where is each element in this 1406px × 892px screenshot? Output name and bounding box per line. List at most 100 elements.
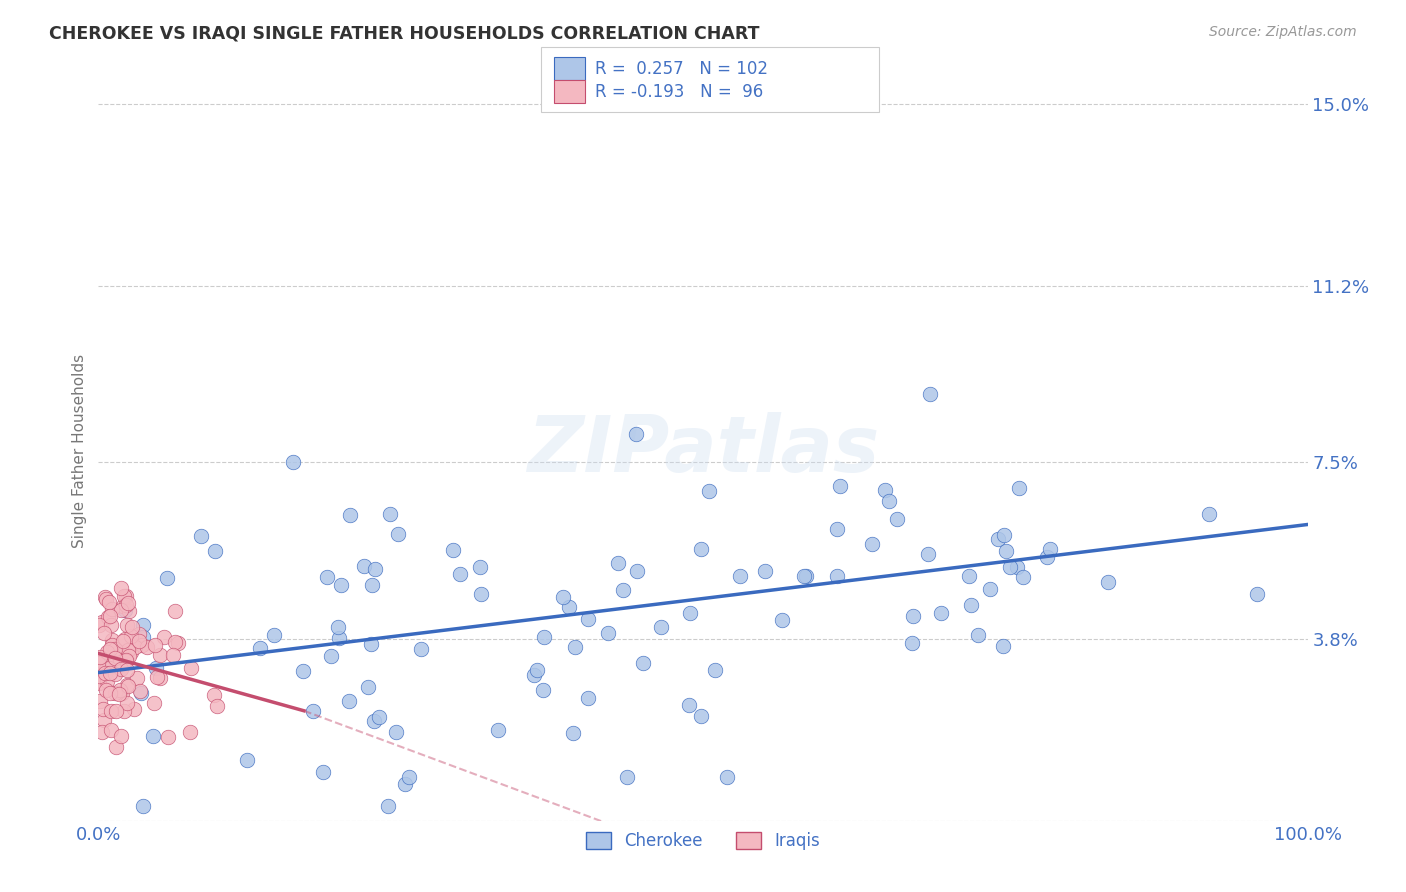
- Point: [1039, 542, 1062, 557]
- Point: [98, 666, 121, 681]
- Point: [136, 640, 159, 655]
- Point: [89, 653, 111, 667]
- Point: [360, 578, 382, 592]
- Point: [967, 627, 990, 641]
- Point: [995, 544, 1018, 558]
- Point: [523, 668, 546, 682]
- Point: [190, 529, 212, 543]
- Point: [357, 681, 380, 695]
- Point: [114, 603, 136, 617]
- Point: [443, 543, 465, 558]
- Point: [100, 723, 122, 738]
- Point: [283, 455, 305, 469]
- Point: [156, 571, 179, 585]
- Point: [624, 427, 647, 442]
- Point: [115, 696, 138, 710]
- Point: [697, 483, 720, 498]
- Point: [104, 642, 127, 657]
- Point: [89, 694, 111, 708]
- Point: [877, 494, 900, 508]
- Point: [110, 662, 132, 676]
- Point: [979, 582, 1001, 596]
- Point: [115, 618, 138, 632]
- Point: [128, 684, 150, 698]
- Point: [143, 638, 166, 652]
- Point: [1036, 550, 1059, 565]
- Point: [1008, 481, 1031, 495]
- Point: [117, 596, 139, 610]
- Point: [754, 564, 776, 578]
- Point: [557, 600, 579, 615]
- Point: [93, 665, 115, 680]
- Point: [117, 604, 139, 618]
- Point: [89, 617, 111, 632]
- Point: [380, 507, 402, 521]
- Point: [960, 599, 983, 613]
- Point: [449, 567, 471, 582]
- Point: [596, 626, 619, 640]
- Point: [1198, 507, 1220, 521]
- Point: [97, 609, 120, 624]
- Point: [112, 704, 135, 718]
- Text: R = -0.193   N =  96: R = -0.193 N = 96: [595, 83, 763, 101]
- Point: [328, 632, 350, 646]
- Point: [179, 725, 201, 739]
- Point: [101, 602, 124, 616]
- Point: [149, 671, 172, 685]
- Point: [860, 537, 883, 551]
- Point: [96, 674, 118, 689]
- Point: [470, 587, 492, 601]
- Point: [166, 636, 188, 650]
- Point: [360, 637, 382, 651]
- Point: [900, 636, 922, 650]
- Point: [90, 656, 112, 670]
- Point: [633, 656, 655, 670]
- Point: [120, 645, 142, 659]
- Point: [353, 558, 375, 573]
- Point: [98, 609, 121, 624]
- Point: [94, 662, 117, 676]
- Point: [607, 557, 630, 571]
- Point: [368, 709, 391, 723]
- Point: [129, 686, 152, 700]
- Point: [132, 799, 155, 814]
- Point: [89, 675, 111, 690]
- Point: [110, 581, 132, 595]
- Point: [93, 626, 115, 640]
- Point: [165, 635, 187, 649]
- Point: [100, 638, 122, 652]
- Text: Source: ZipAtlas.com: Source: ZipAtlas.com: [1209, 25, 1357, 39]
- Point: [827, 569, 849, 583]
- Point: [394, 777, 416, 791]
- Point: [387, 527, 409, 541]
- Point: [114, 632, 136, 646]
- Point: [117, 643, 139, 657]
- Point: [364, 562, 387, 576]
- Point: [89, 675, 111, 690]
- Point: [124, 701, 146, 715]
- Point: [339, 508, 361, 523]
- Point: [115, 589, 138, 603]
- Point: [117, 649, 139, 664]
- Point: [112, 599, 135, 613]
- Point: [626, 564, 648, 578]
- Point: [918, 386, 941, 401]
- Point: [616, 770, 638, 784]
- Point: [91, 702, 114, 716]
- Point: [1246, 587, 1268, 601]
- Point: [94, 590, 117, 604]
- Point: [100, 617, 122, 632]
- Point: [117, 679, 139, 693]
- Point: [115, 663, 138, 677]
- Point: [235, 753, 257, 767]
- Point: [90, 725, 112, 739]
- Point: [120, 629, 142, 643]
- Point: [110, 647, 132, 661]
- Point: [1011, 569, 1033, 583]
- Point: [110, 682, 132, 697]
- Point: [110, 603, 132, 617]
- Point: [202, 688, 225, 702]
- Text: CHEROKEE VS IRAQI SINGLE FATHER HOUSEHOLDS CORRELATION CHART: CHEROKEE VS IRAQI SINGLE FATHER HOUSEHOL…: [49, 25, 759, 43]
- Point: [157, 730, 180, 744]
- Legend: Cherokee, Iraqis: Cherokee, Iraqis: [579, 825, 827, 856]
